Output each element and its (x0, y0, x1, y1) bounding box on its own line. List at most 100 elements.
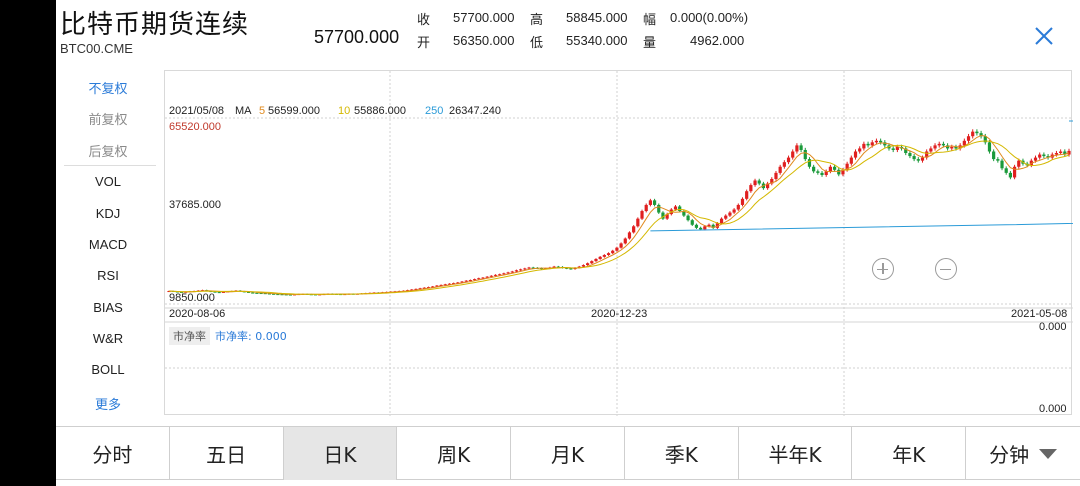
candle-body (962, 140, 966, 146)
candle-body (644, 204, 648, 212)
candle-body (770, 178, 774, 184)
candle-body (280, 294, 284, 296)
indicator-kdj[interactable]: KDJ (95, 206, 121, 221)
indicator-boll[interactable]: BOLL (91, 362, 125, 377)
candle-body (581, 265, 586, 267)
candle-body (1059, 151, 1063, 154)
zoom-in-icon[interactable] (872, 258, 894, 280)
candle-body (577, 266, 581, 268)
candle-body (657, 204, 661, 213)
zoom-out-icon[interactable] (935, 258, 957, 280)
tab-minute[interactable]: 分钟 (966, 427, 1080, 480)
close-icon[interactable] (1032, 24, 1056, 48)
chevron-down-icon[interactable] (1039, 448, 1058, 459)
adjust-backward[interactable]: 后复权 (88, 144, 128, 159)
tab-halfyear-k[interactable]: 半年K (739, 427, 853, 480)
candle-body (682, 211, 686, 216)
adjust-none[interactable]: 不复权 (88, 81, 128, 96)
candle-body (925, 151, 929, 158)
candle-body (987, 142, 992, 152)
candle-body (715, 223, 719, 228)
candle-body (673, 206, 678, 210)
candle-body (284, 294, 288, 296)
candle-body (1000, 160, 1004, 169)
candle-body (1038, 154, 1042, 158)
kline-chart-panel[interactable]: 2021/05/08 MA 5 56599.000 10 55886.000 2… (164, 70, 1073, 416)
candle-body (740, 198, 745, 205)
candle-body (803, 149, 807, 160)
kline-chart[interactable] (165, 71, 1073, 416)
candle-body (724, 215, 728, 219)
candle-body (627, 232, 632, 239)
tab-yearly-k[interactable]: 年K (852, 427, 967, 480)
indicator-wr[interactable]: W&R (92, 331, 124, 346)
quote-value-open: 56350.000 (453, 33, 515, 48)
ma10-value: 55886.000 (354, 105, 406, 117)
candle-body (221, 291, 226, 293)
tab-monthly-k[interactable]: 月K (511, 427, 625, 480)
candle-body (665, 214, 669, 219)
ma-label: MA (235, 105, 252, 117)
y-label-high: 65520.000 (169, 121, 221, 133)
candle-body (766, 183, 770, 189)
candle-body (845, 163, 849, 170)
quote-label-open: 开 (417, 36, 431, 51)
candle-body (711, 224, 715, 228)
indicator-vol[interactable]: VOL (94, 174, 121, 189)
candle-body (414, 288, 418, 290)
candle-body (594, 258, 598, 262)
candle-body (807, 159, 812, 167)
candle-body (799, 145, 803, 150)
candle-body (519, 269, 523, 271)
candle-body (707, 224, 711, 227)
candle-body (565, 267, 569, 269)
candle-body (874, 140, 879, 143)
candle-body (946, 145, 950, 149)
candle-body (477, 278, 481, 280)
candle-body (841, 169, 845, 175)
menu-divider (64, 165, 156, 166)
ma10-name: 10 (338, 105, 351, 117)
candle-body (586, 263, 590, 266)
candle-body (531, 267, 535, 269)
indicator-rsi[interactable]: RSI (97, 268, 119, 283)
candle-body (539, 268, 544, 270)
candle-body (632, 226, 636, 233)
candle-body (782, 162, 786, 167)
tab-weekly-k[interactable]: 周K (397, 427, 512, 480)
candle-body (552, 266, 556, 268)
tab-quarterly-k[interactable]: 季K (625, 427, 739, 480)
candle-body (506, 272, 510, 274)
candle-body (832, 166, 837, 170)
candle-body (904, 148, 908, 154)
tab-daily-k[interactable]: 日K (283, 427, 398, 480)
candle-body (786, 157, 791, 163)
more-indicators[interactable]: 更多 (94, 397, 121, 412)
indicator-macd[interactable]: MACD (88, 237, 128, 252)
candle-body (862, 143, 866, 149)
candle-body (452, 283, 456, 285)
candle-body (598, 256, 602, 259)
candle-body (648, 200, 652, 205)
candle-body (510, 271, 514, 273)
candle-body (426, 287, 431, 289)
candle-body (615, 247, 619, 251)
candle-body (778, 166, 782, 173)
candle-body (837, 169, 841, 175)
candle-body (929, 148, 933, 152)
candle-body (611, 250, 615, 254)
candle-body (941, 143, 946, 146)
indicator-bias[interactable]: BIAS (93, 300, 123, 315)
candle-body (272, 293, 276, 295)
tab-five-day[interactable]: 五日 (170, 427, 284, 480)
candle-body (418, 288, 422, 290)
quote-label-volume: 量 (643, 36, 657, 51)
candle-body (1063, 151, 1067, 155)
adjust-forward[interactable]: 前复权 (88, 112, 128, 127)
candle-body (757, 180, 761, 184)
candle-body (527, 267, 531, 269)
candle-body (464, 280, 468, 282)
candle-body (472, 279, 477, 281)
tab-intraday[interactable]: 分时 (56, 427, 170, 480)
candle-body (602, 255, 606, 257)
